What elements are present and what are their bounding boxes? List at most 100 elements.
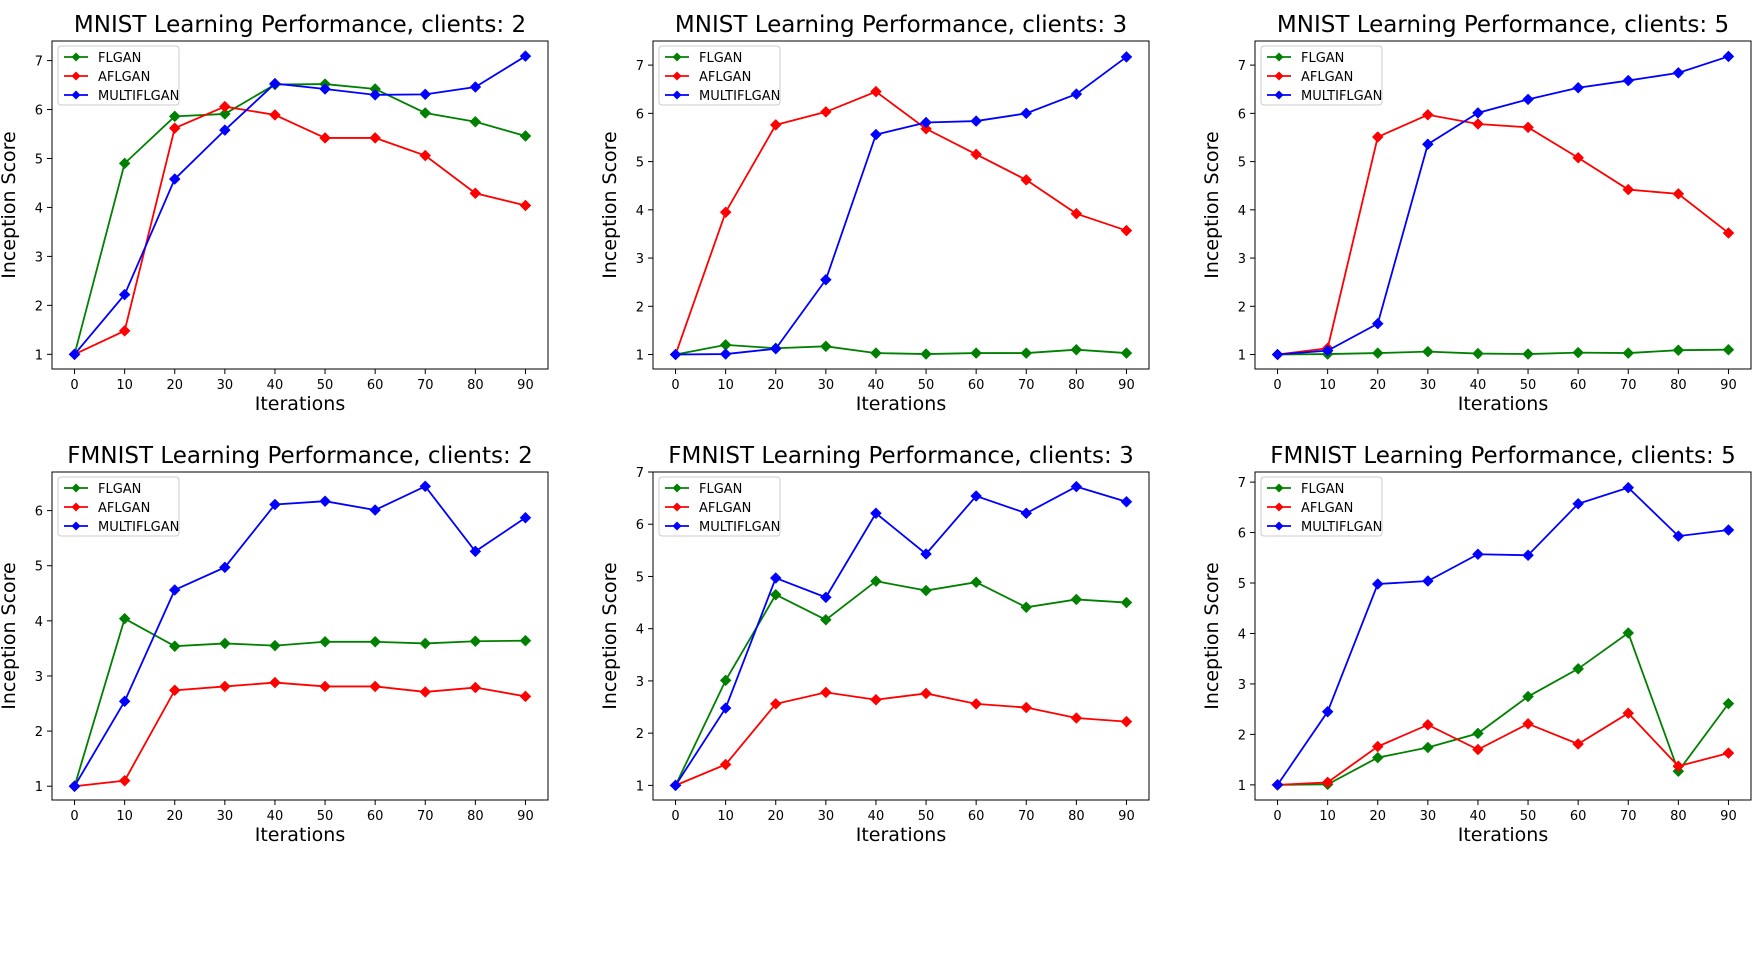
y-axis-label: Inception Score (1201, 131, 1223, 279)
plot-frame (652, 471, 1150, 801)
data-point-flgan (769, 588, 782, 601)
legend-marker-aflgan (1274, 71, 1284, 81)
data-point-aflgan (1120, 715, 1133, 728)
x-tick-label: 40 (1470, 809, 1487, 824)
data-point-aflgan (168, 122, 181, 134)
data-point-aflgan (269, 109, 281, 121)
data-point-flgan (218, 637, 231, 650)
x-tick-label: 50 (918, 378, 935, 393)
data-point-aflgan (118, 774, 131, 787)
legend-label-aflgan: AFLGAN (98, 501, 150, 516)
x-tick-label: 80 (1068, 809, 1085, 824)
y-tick-label: 6 (1238, 107, 1246, 122)
x-tick-label: 30 (818, 809, 835, 824)
data-point-flgan (1622, 627, 1635, 639)
data-point-aflgan (168, 684, 181, 697)
series-line-aflgan (675, 691, 1127, 787)
legend-label-multiflgan: MULTIFLGAN (1301, 89, 1382, 104)
legend-label-multiflgan: MULTIFLGAN (699, 520, 780, 535)
x-tick-label: 30 (1420, 809, 1437, 824)
legend-marker-aflgan (71, 502, 81, 512)
y-tick-label: 7 (1238, 59, 1246, 74)
data-point-multiflgan (1672, 66, 1685, 79)
data-point-multiflgan (68, 348, 81, 361)
data-point-multiflgan (218, 561, 231, 574)
data-point-multiflgan (168, 173, 181, 185)
data-point-flgan (920, 584, 932, 597)
x-tick-label: 40 (267, 809, 284, 824)
series-line-multiflgan (674, 485, 1127, 786)
x-tick-label: 10 (717, 378, 734, 393)
data-point-aflgan (920, 122, 932, 135)
x-tick-label: 0 (1273, 809, 1281, 824)
data-point-flgan (1421, 741, 1434, 754)
chart-panel-1: MNIST Learning Performance, clients: 3 It… (599, 12, 1150, 415)
data-point-multiflgan (920, 116, 932, 129)
legend-label-flgan: FLGAN (699, 482, 742, 497)
x-tick-label: 90 (1720, 378, 1737, 393)
data-point-multiflgan (970, 490, 983, 502)
data-point-flgan (819, 340, 832, 353)
data-point-flgan (1421, 345, 1434, 358)
y-tick-label: 7 (1238, 476, 1246, 491)
data-point-flgan (1572, 662, 1585, 675)
legend-marker-multiflgan (1274, 521, 1284, 531)
data-point-flgan (519, 634, 532, 647)
legend-box (658, 45, 781, 106)
data-point-multiflgan (1472, 107, 1484, 119)
data-point-aflgan (1572, 738, 1585, 750)
data-point-multiflgan (419, 88, 432, 101)
x-tick-label: 10 (1319, 378, 1336, 393)
data-point-multiflgan (669, 779, 682, 792)
y-tick-label: 5 (35, 560, 43, 575)
data-point-multiflgan (1522, 549, 1534, 562)
x-tick-label: 60 (1570, 809, 1587, 824)
x-tick-label: 20 (767, 809, 784, 824)
legend-marker-flgan (672, 483, 682, 493)
x-tick-label: 70 (1620, 378, 1637, 393)
x-tick-label: 0 (671, 378, 679, 393)
data-point-flgan (519, 130, 532, 142)
series-line-aflgan (74, 681, 526, 788)
legend-label-multiflgan: MULTIFLGAN (699, 89, 780, 104)
data-point-flgan (1472, 727, 1484, 740)
data-point-multiflgan (1421, 575, 1434, 587)
data-point-multiflgan (769, 572, 782, 584)
chart-panel-5: FMNIST Learning Performance, clients: 5 I… (1201, 443, 1752, 846)
y-tick-label: 3 (1238, 678, 1246, 693)
data-point-flgan (1672, 344, 1685, 357)
legend-marker-flgan (1274, 483, 1284, 493)
data-point-multiflgan (419, 480, 432, 493)
data-point-aflgan (218, 100, 231, 113)
chart-title: MNIST Learning Performance, clients: 2 (74, 12, 526, 38)
x-tick-label: 20 (1369, 809, 1386, 824)
data-point-aflgan (118, 324, 131, 337)
series-line-multiflgan (1277, 55, 1729, 356)
legend-box (57, 476, 180, 537)
x-tick-label: 90 (517, 378, 534, 393)
series-line-aflgan (1277, 113, 1730, 356)
data-point-aflgan (369, 132, 382, 144)
data-point-multiflgan (1371, 317, 1384, 330)
data-point-multiflgan (819, 591, 832, 604)
data-point-multiflgan (1020, 107, 1033, 120)
y-tick-label: 1 (1238, 349, 1246, 364)
x-tick-label: 10 (717, 809, 734, 824)
x-axis-label: Iterations (1458, 393, 1549, 415)
data-point-multiflgan (469, 545, 482, 558)
data-point-flgan (419, 637, 432, 650)
data-point-aflgan (1672, 760, 1685, 773)
data-point-flgan (419, 107, 432, 119)
data-point-aflgan (1371, 740, 1384, 753)
legend-marker-aflgan (71, 71, 81, 81)
legend-label-aflgan: AFLGAN (1301, 501, 1353, 516)
data-point-multiflgan (1271, 779, 1284, 791)
data-point-multiflgan (1722, 50, 1735, 63)
x-tick-label: 0 (70, 809, 78, 824)
x-tick-label: 0 (70, 378, 78, 393)
data-point-flgan (1722, 343, 1735, 356)
legend-label-flgan: FLGAN (98, 482, 141, 497)
data-point-multiflgan (1271, 348, 1284, 361)
data-point-multiflgan (68, 780, 81, 793)
